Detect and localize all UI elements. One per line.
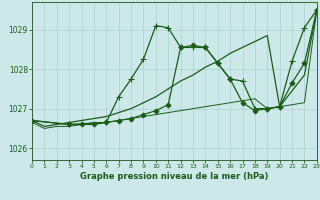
X-axis label: Graphe pression niveau de la mer (hPa): Graphe pression niveau de la mer (hPa) <box>80 172 268 181</box>
